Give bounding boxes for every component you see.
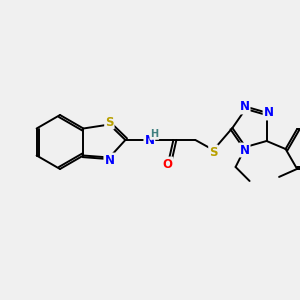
Text: N: N (240, 143, 250, 157)
Text: N: N (264, 106, 274, 119)
Text: N: N (144, 134, 154, 146)
Text: N: N (240, 100, 250, 113)
Text: S: S (209, 146, 218, 158)
Text: O: O (162, 158, 172, 170)
Text: N: N (104, 154, 114, 166)
Text: S: S (105, 116, 114, 128)
Text: H: H (150, 129, 158, 139)
